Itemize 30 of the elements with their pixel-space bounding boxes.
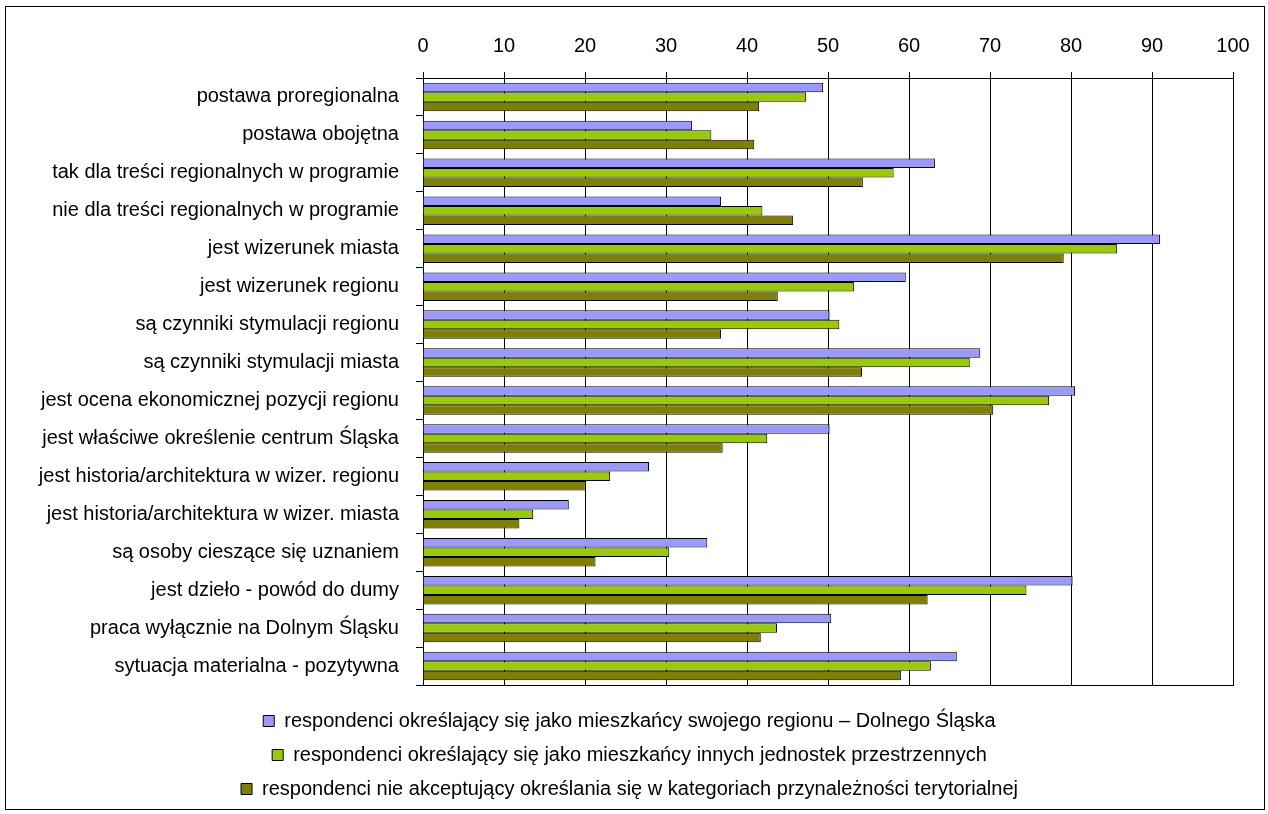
x-tick-label: 20: [573, 33, 597, 56]
x-tick-label: 30: [654, 33, 678, 56]
y-tick-label: jest właściwe określenie centrum Śląska: [41, 424, 400, 448]
y-tick-label: jest wizerunek miasta: [206, 236, 400, 259]
y-tick-label: są czynniki stymulacji miasta: [143, 350, 400, 373]
x-tick-label: 60: [897, 33, 921, 56]
legend-label: respondenci określający się jako mieszkańcy innych jednostek przestrzennych: [293, 742, 987, 765]
y-tick-label: są osoby cieszące się uznaniem: [112, 539, 399, 562]
legend-label: respondenci nie akceptujący określania się w kategoriach przynależności terytorialnej: [262, 776, 1018, 799]
y-tick-label: jest ocena ekonomicznej pozycji regionu: [40, 387, 399, 410]
y-tick-label: są czynniki stymulacji regionu: [135, 312, 399, 335]
y-tick-label: tak dla treści regionalnych w programie: [52, 160, 399, 183]
x-tick-label: 0: [417, 33, 429, 56]
legend-label: respondenci określający się jako mieszkańcy swojego regionu – Dolnego Śląska: [284, 707, 997, 731]
y-tick-label: praca wyłącznie na Dolnym Śląsku: [89, 614, 399, 638]
x-tick-label: 50: [816, 33, 840, 56]
x-tick-label: 40: [735, 33, 759, 56]
x-tick-label: 70: [978, 33, 1002, 56]
y-tick-label: jest wizerunek regionu: [199, 274, 399, 297]
x-tick-label: 80: [1059, 33, 1083, 56]
y-tick-label: jest dzieło - powód do dumy: [150, 577, 399, 600]
y-tick-label: jest historia/architektura w wizer. miasta: [45, 501, 400, 524]
x-tick-label: 100: [1216, 33, 1250, 56]
x-tick-label: 10: [492, 33, 516, 56]
y-tick-label: nie dla treści regionalnych w programie: [52, 198, 399, 221]
x-tick-label: 90: [1140, 33, 1164, 56]
y-tick-label: postawa obojętna: [242, 122, 400, 145]
y-tick-label: postawa proregionalna: [196, 84, 400, 107]
y-tick-label: jest historia/architektura w wizer. regionu: [37, 463, 399, 486]
y-tick-label: sytuacja materialna - pozytywna: [114, 653, 400, 676]
